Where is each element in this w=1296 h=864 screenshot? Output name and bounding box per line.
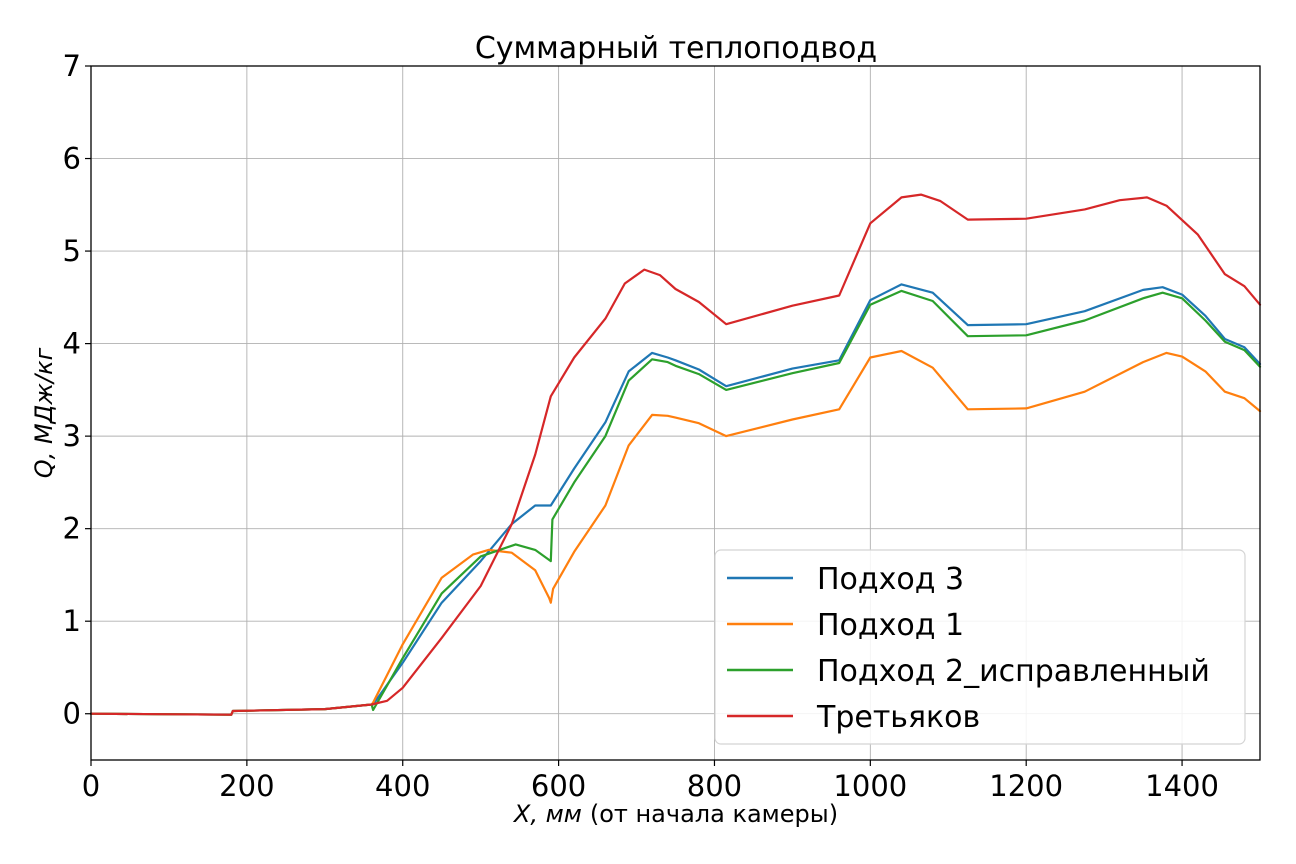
- x-tick-label: 1400: [1145, 769, 1219, 803]
- y-tick-label: 4: [63, 327, 81, 361]
- y-tick-label: 2: [63, 512, 81, 546]
- x-axis-label-rest: (от начала камеры): [590, 800, 838, 828]
- x-axis-ticks: 0 200 400 600 800 1000 1200 1400: [82, 760, 1219, 803]
- y-tick-label: 5: [63, 234, 81, 268]
- x-tick-label: 400: [375, 769, 430, 803]
- x-tick-label: 800: [687, 769, 742, 803]
- legend-label: Третьяков: [816, 700, 980, 735]
- legend-box: [714, 549, 1246, 745]
- plot-frame: [90, 65, 1261, 761]
- x-tick-label: 600: [531, 769, 586, 803]
- x-axis-label: X, мм (от начала камеры): [512, 800, 838, 828]
- x-tick-label: 0: [82, 769, 100, 803]
- legend: Подход 3 Подход 1 Подход 2_исправленный Тре…: [714, 549, 1246, 745]
- y-axis-label: Q, МДж/кг: [30, 347, 58, 478]
- series-line-4: [89, 193, 1262, 716]
- legend-label: Подход 2_исправленный: [817, 654, 1210, 689]
- chart-title: Суммарный теплоподвод: [475, 31, 877, 66]
- series-lines: [89, 193, 1262, 716]
- y-axis-ticks: 0 1 2 3 4 5 6 7: [63, 49, 91, 731]
- x-tick-label: 200: [219, 769, 274, 803]
- x-axis-label-var: X, мм: [512, 800, 582, 828]
- series-line-3: [89, 289, 1262, 716]
- y-tick-label: 7: [63, 49, 81, 83]
- legend-label: Подход 1: [817, 608, 964, 643]
- x-tick-label: 1200: [989, 769, 1063, 803]
- y-tick-label: 0: [63, 697, 81, 731]
- y-tick-label: 6: [63, 142, 81, 176]
- legend-label: Подход 3: [817, 562, 964, 597]
- x-tick-label: 1000: [833, 769, 907, 803]
- series-line-2: [89, 349, 1262, 716]
- y-tick-label: 1: [63, 604, 81, 638]
- y-tick-label: 3: [63, 419, 81, 453]
